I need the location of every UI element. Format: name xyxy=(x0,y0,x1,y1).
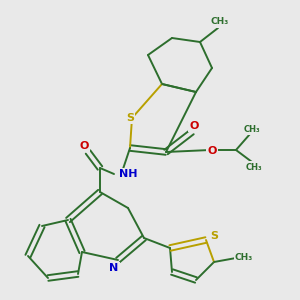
Text: O: O xyxy=(189,121,199,131)
Text: O: O xyxy=(207,146,217,156)
Text: O: O xyxy=(79,141,89,151)
Text: CH₃: CH₃ xyxy=(244,124,260,134)
Text: CH₃: CH₃ xyxy=(211,17,229,26)
Text: N: N xyxy=(110,263,118,273)
Text: S: S xyxy=(126,113,134,123)
Text: NH: NH xyxy=(119,169,137,179)
Text: CH₃: CH₃ xyxy=(235,254,253,262)
Text: CH₃: CH₃ xyxy=(246,163,262,172)
Text: S: S xyxy=(210,231,218,241)
